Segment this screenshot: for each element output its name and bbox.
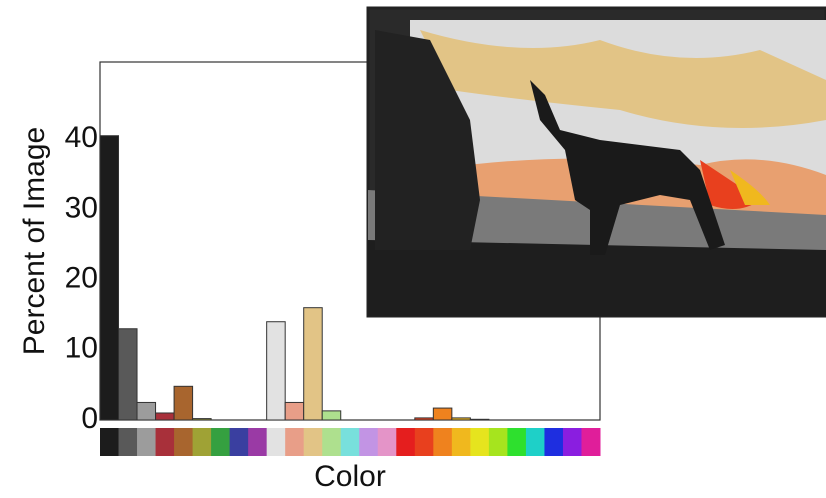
color-swatch bbox=[563, 428, 582, 456]
color-swatch bbox=[193, 428, 212, 456]
bar bbox=[470, 419, 489, 420]
bar bbox=[267, 322, 286, 420]
color-swatch bbox=[341, 428, 360, 456]
color-swatch bbox=[137, 428, 156, 456]
color-swatch bbox=[359, 428, 378, 456]
bar bbox=[322, 411, 341, 420]
bar bbox=[193, 419, 212, 420]
y-tick-label: 0 bbox=[81, 402, 98, 435]
bar bbox=[156, 413, 175, 420]
y-tick-label: 10 bbox=[65, 332, 98, 365]
color-swatch bbox=[489, 428, 508, 456]
bar bbox=[100, 136, 119, 420]
color-swatch bbox=[285, 428, 304, 456]
bar bbox=[452, 418, 471, 420]
color-swatch bbox=[452, 428, 471, 456]
color-swatch bbox=[211, 428, 230, 456]
bar bbox=[119, 329, 138, 420]
inset-photo bbox=[368, 8, 826, 316]
bar bbox=[174, 386, 193, 420]
color-swatch bbox=[322, 428, 341, 456]
bar bbox=[285, 402, 304, 420]
bar bbox=[433, 408, 452, 420]
y-axis-title: Percent of Image bbox=[18, 127, 51, 355]
color-swatch bbox=[156, 428, 175, 456]
color-swatch bbox=[378, 428, 397, 456]
color-swatch bbox=[100, 428, 119, 456]
color-swatch bbox=[248, 428, 267, 456]
page: {"chart_data": {"type": "bar", "x_label"… bbox=[0, 0, 826, 498]
y-tick-label: 20 bbox=[65, 262, 98, 295]
chart: 0 10 20 30 40 Color Percent of Image bbox=[0, 0, 826, 498]
color-swatch bbox=[267, 428, 286, 456]
color-swatch bbox=[230, 428, 249, 456]
color-swatch bbox=[433, 428, 452, 456]
color-swatch bbox=[415, 428, 434, 456]
color-swatch bbox=[581, 428, 600, 456]
color-swatch bbox=[396, 428, 415, 456]
color-swatch bbox=[174, 428, 193, 456]
color-swatch bbox=[470, 428, 489, 456]
bar bbox=[304, 308, 323, 420]
color-swatch bbox=[507, 428, 526, 456]
color-swatch bbox=[119, 428, 138, 456]
bar bbox=[415, 418, 434, 420]
color-swatch bbox=[304, 428, 323, 456]
y-tick-label: 30 bbox=[65, 191, 98, 224]
color-swatch bbox=[544, 428, 563, 456]
color-swatch bbox=[526, 428, 545, 456]
bar bbox=[137, 402, 156, 420]
y-tick-label: 40 bbox=[65, 121, 98, 154]
x-axis-title: Color bbox=[314, 460, 386, 493]
